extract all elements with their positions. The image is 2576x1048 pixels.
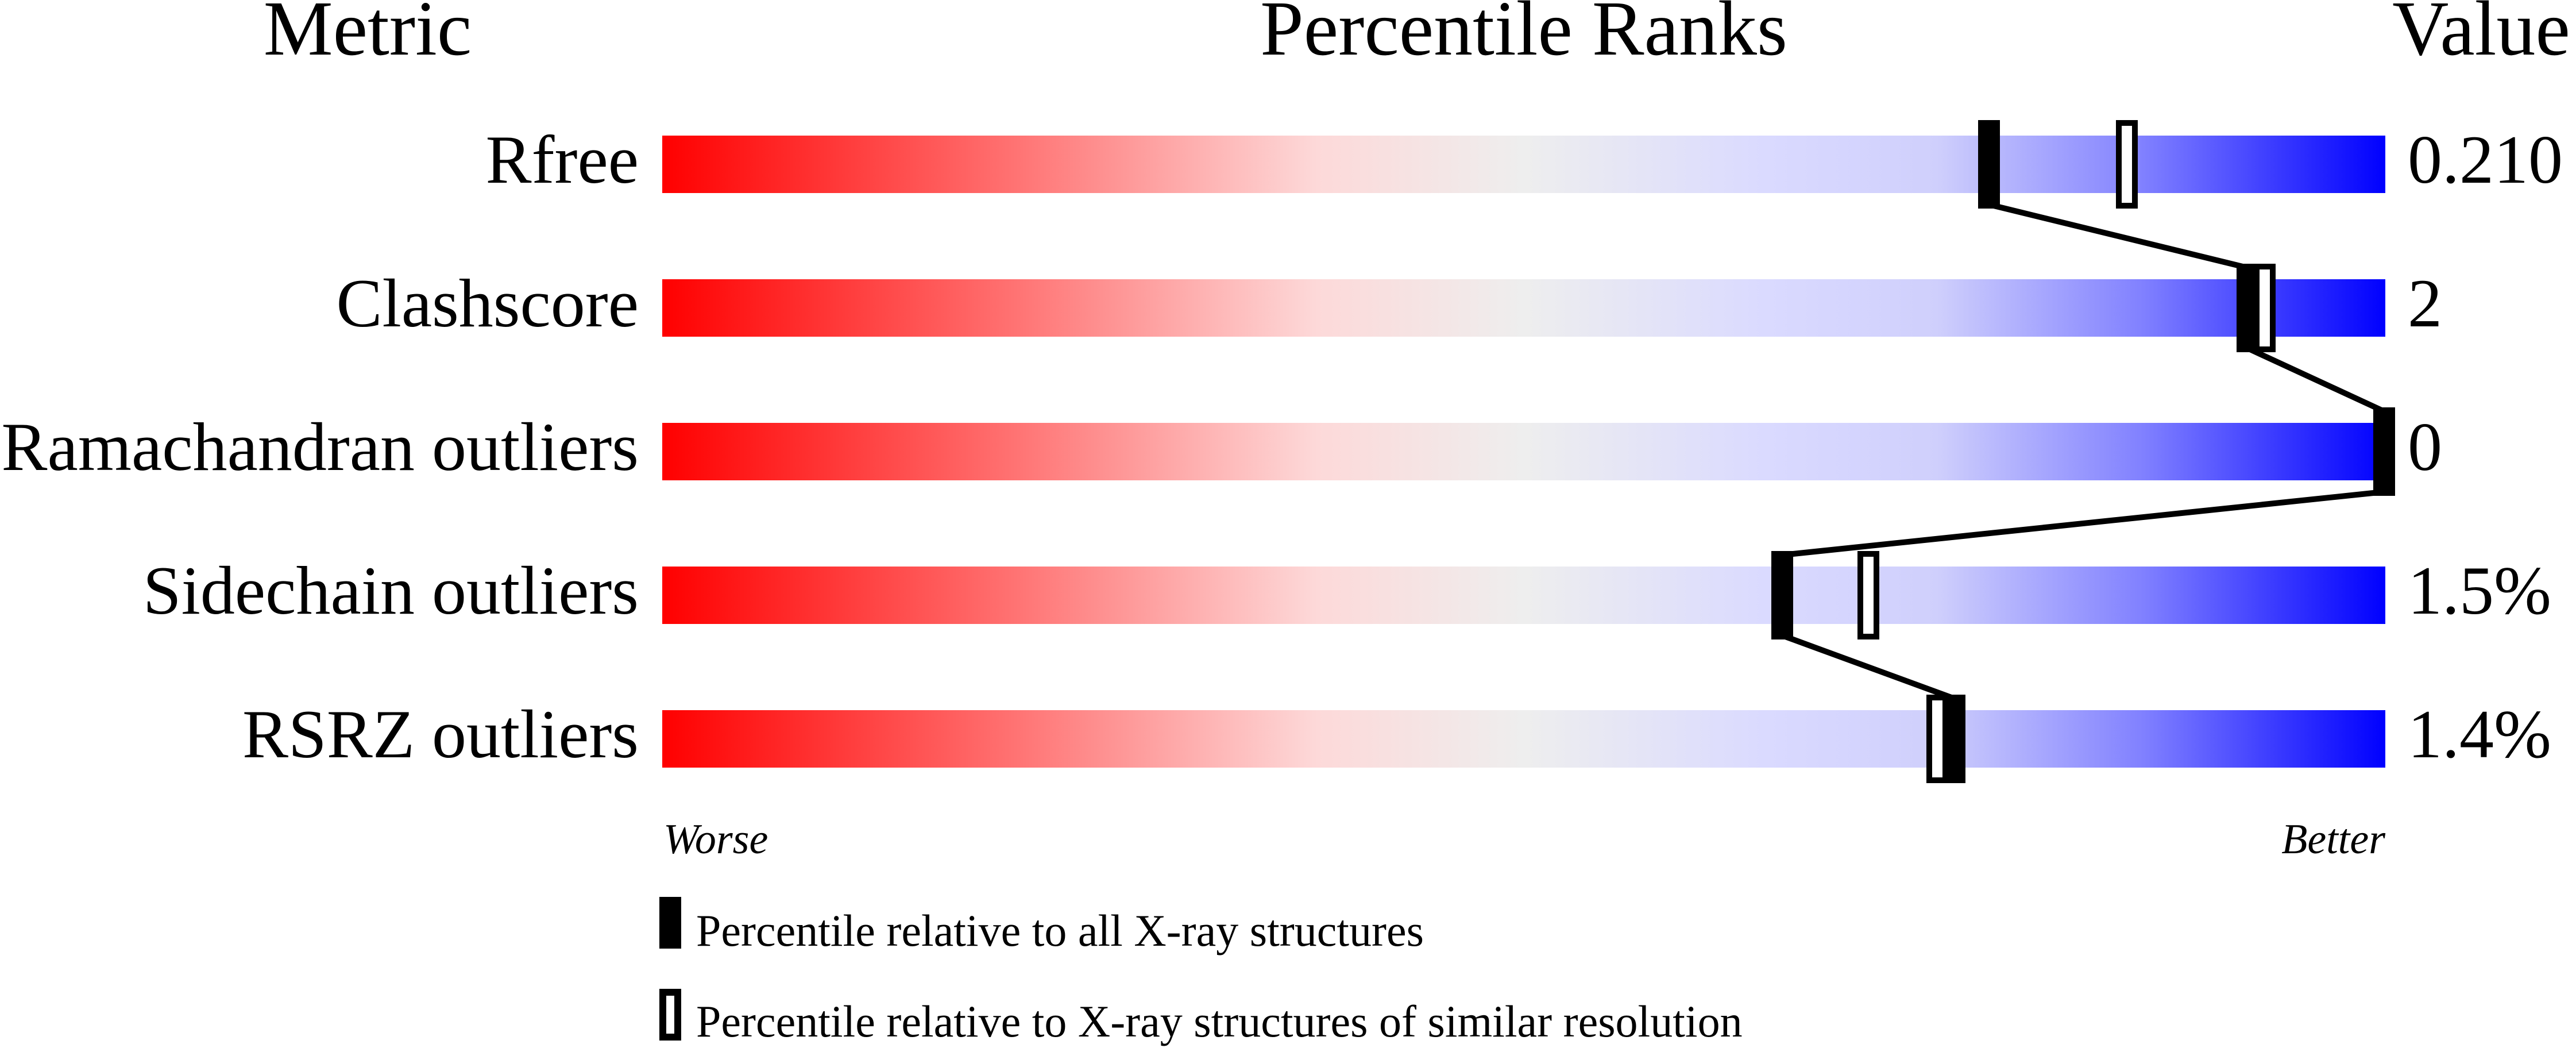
all-structures-marker xyxy=(1978,120,2000,209)
all-structures-marker xyxy=(1771,551,1793,639)
header-value: Value xyxy=(2392,0,2570,72)
connector-line xyxy=(1781,633,1956,702)
percentile-bar xyxy=(662,710,2385,768)
all-structures-marker xyxy=(2237,264,2258,352)
header-percentile-ranks: Percentile Ranks xyxy=(1260,0,1787,72)
legend-label-similar: Percentile relative to X-ray structures … xyxy=(696,996,1743,1046)
similar-resolution-marker xyxy=(2116,120,2138,209)
metric-label: Sidechain outliers xyxy=(143,552,639,629)
connector-line xyxy=(1782,489,2385,558)
legend-label-all: Percentile relative to all X-ray structu… xyxy=(696,906,1424,955)
header-metric: Metric xyxy=(264,0,472,72)
metric-value: 0 xyxy=(2408,409,2442,485)
metric-label: RSRZ outliers xyxy=(242,696,639,772)
metric-label: Clashscore xyxy=(336,265,639,341)
connector-line xyxy=(2246,345,2386,414)
similar-resolution-marker xyxy=(1857,551,1879,639)
all-structures-marker xyxy=(2373,407,2395,496)
legend-open-marker-icon xyxy=(659,989,681,1041)
metric-value: 0.210 xyxy=(2408,121,2563,198)
percentile-bar xyxy=(662,567,2385,624)
percentile-bar xyxy=(662,279,2385,337)
connector-line xyxy=(1988,202,2249,271)
metric-value: 1.5% xyxy=(2408,552,2551,629)
metric-value: 2 xyxy=(2408,265,2442,341)
metric-label: Rfree xyxy=(486,121,639,198)
similar-resolution-marker xyxy=(2254,264,2276,352)
better-label: Better xyxy=(2281,816,2386,863)
metric-label: Ramachandran outliers xyxy=(1,409,639,485)
similar-resolution-marker xyxy=(1926,695,1948,783)
metric-value: 1.4% xyxy=(2408,696,2551,772)
legend-filled-marker-icon xyxy=(659,897,681,949)
percentile-bar xyxy=(662,136,2385,193)
worse-label: Worse xyxy=(663,816,768,863)
all-structures-marker xyxy=(1944,695,1965,783)
percentile-bar xyxy=(662,423,2385,480)
